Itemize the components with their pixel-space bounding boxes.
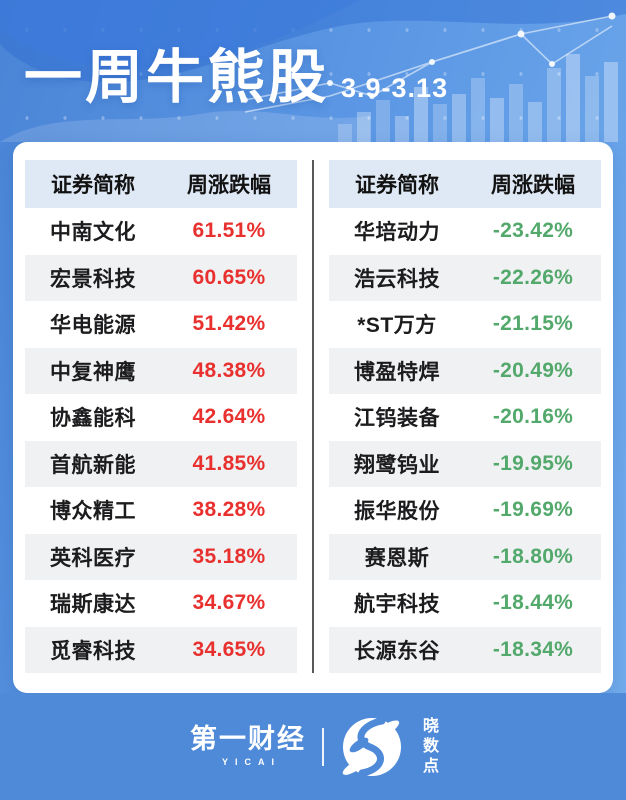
- stock-name: 中复神鹰: [50, 360, 136, 384]
- losers-table: 证券简称 周涨跌幅 华培动力 -23.42% 浩云科技 -22.26% *ST万方 -21…: [329, 160, 601, 693]
- yicai-logo-subtext: YICAI: [221, 757, 281, 767]
- stock-name: 赛恩斯: [364, 546, 430, 570]
- weekly-change-value: 61.51%: [192, 219, 266, 243]
- table-row: 首航新能 41.85%: [25, 440, 297, 487]
- stock-name: 中南文化: [50, 221, 136, 245]
- xiaoshudian-logo-icon: [342, 717, 401, 776]
- title-row: 一周牛熊股 3.9-3.13: [24, 45, 449, 110]
- column-header-name: 证券简称: [51, 174, 135, 197]
- stock-name: 振华股份: [354, 500, 440, 524]
- header-decoration-chart: [0, 0, 626, 142]
- weekly-change-value: -23.42%: [492, 219, 574, 243]
- table-row: 翔鹭钨业 -19.95%: [329, 440, 601, 487]
- stock-name: 航宇科技: [354, 593, 440, 617]
- weekly-change-value: -19.69%: [492, 498, 574, 522]
- table-row: 协鑫能科 42.64%: [25, 394, 297, 441]
- weekly-change-value: 38.28%: [192, 498, 266, 522]
- weekly-change-value: -20.49%: [492, 358, 574, 382]
- header-banner: 一周牛熊股 3.9-3.13: [0, 0, 626, 142]
- weekly-change-value: -20.16%: [492, 405, 574, 429]
- weekly-change-value: 48.38%: [192, 358, 266, 382]
- page-title: 一周牛熊股: [24, 45, 330, 110]
- weekly-change-value: -21.15%: [492, 312, 574, 336]
- stock-name: 宏景科技: [50, 267, 136, 291]
- stock-name: 长源东谷: [354, 639, 440, 663]
- weekly-change-value: -18.80%: [492, 544, 574, 568]
- weekly-change-value: -18.34%: [492, 637, 574, 661]
- weekly-change-value: -18.44%: [492, 591, 574, 615]
- tables-divider: [312, 160, 314, 673]
- weekly-change-value: 35.18%: [192, 544, 266, 568]
- gainers-table: 证券简称 周涨跌幅 中南文化 61.51% 宏景科技 60.65% 华电能源 51.42%…: [25, 160, 297, 693]
- column-header-name: 证券简称: [355, 174, 439, 197]
- weekly-change-value: 34.65%: [192, 637, 266, 661]
- weekly-change-value: 60.65%: [192, 265, 266, 289]
- table-row: 华电能源 51.42%: [25, 301, 297, 348]
- table-row: 觅睿科技 34.65%: [25, 626, 297, 673]
- weekly-change-value: 51.42%: [192, 312, 266, 336]
- table-row: 华培动力 -23.42%: [329, 208, 601, 255]
- weekly-change-value: -19.95%: [492, 451, 574, 475]
- stock-name: 浩云科技: [354, 267, 440, 291]
- stock-name: 华培动力: [354, 221, 440, 245]
- weekly-change-value: 34.67%: [192, 591, 266, 615]
- table-row: 赛恩斯 -18.80%: [329, 533, 601, 580]
- gainers-table-body: 中南文化 61.51% 宏景科技 60.65% 华电能源 51.42% 中复神鹰 48.38%…: [25, 208, 297, 673]
- weekly-change-value: 42.64%: [192, 405, 266, 429]
- data-card: 证券简称 周涨跌幅 中南文化 61.51% 宏景科技 60.65% 华电能源 51.42%…: [13, 142, 613, 693]
- stock-name: 首航新能: [50, 453, 136, 477]
- table-row: 中复神鹰 48.38%: [25, 347, 297, 394]
- stock-name: 华电能源: [50, 314, 136, 338]
- table-row: 博众精工 38.28%: [25, 487, 297, 534]
- footer: 第一财经 YICAI 晓数点: [0, 693, 626, 800]
- losers-table-body: 华培动力 -23.42% 浩云科技 -22.26% *ST万方 -21.15% 博盈特焊 -2…: [329, 208, 601, 673]
- column-header-change: 周涨跌幅: [187, 174, 271, 197]
- table-row: 英科医疗 35.18%: [25, 533, 297, 580]
- table-row: 浩云科技 -22.26%: [329, 254, 601, 301]
- column-header-change: 周涨跌幅: [491, 174, 575, 197]
- table-row: 振华股份 -19.69%: [329, 487, 601, 534]
- stock-name: 翔鹭钨业: [354, 453, 440, 477]
- weekly-change-value: -22.26%: [492, 265, 574, 289]
- gainers-table-header: 证券简称 周涨跌幅: [25, 160, 297, 208]
- footer-divider: [322, 727, 324, 766]
- stock-name: 觅睿科技: [50, 639, 136, 663]
- table-row: *ST万方 -21.15%: [329, 301, 601, 348]
- stock-name: *ST万方: [357, 314, 437, 338]
- table-row: 宏景科技 60.65%: [25, 254, 297, 301]
- table-row: 中南文化 61.51%: [25, 208, 297, 255]
- table-row: 江钨装备 -20.16%: [329, 394, 601, 441]
- weekly-change-value: 41.85%: [192, 451, 266, 475]
- table-row: 瑞斯康达 34.67%: [25, 580, 297, 627]
- stock-name: 协鑫能科: [50, 407, 136, 431]
- losers-table-header: 证券简称 周涨跌幅: [329, 160, 601, 208]
- yicai-logo-text: 第一财经: [190, 724, 306, 754]
- xiaoshudian-logo-text: 晓数点: [420, 716, 437, 777]
- table-row: 航宇科技 -18.44%: [329, 580, 601, 627]
- stock-name: 博众精工: [50, 500, 136, 524]
- stock-name: 博盈特焊: [354, 360, 440, 384]
- date-range: 3.9-3.13: [341, 72, 449, 103]
- table-row: 博盈特焊 -20.49%: [329, 347, 601, 394]
- stock-name: 江钨装备: [354, 407, 440, 431]
- stock-name: 英科医疗: [50, 546, 136, 570]
- table-row: 长源东谷 -18.34%: [329, 626, 601, 673]
- stock-name: 瑞斯康达: [50, 593, 136, 617]
- yicai-logo: 第一财经 YICAI: [190, 726, 306, 767]
